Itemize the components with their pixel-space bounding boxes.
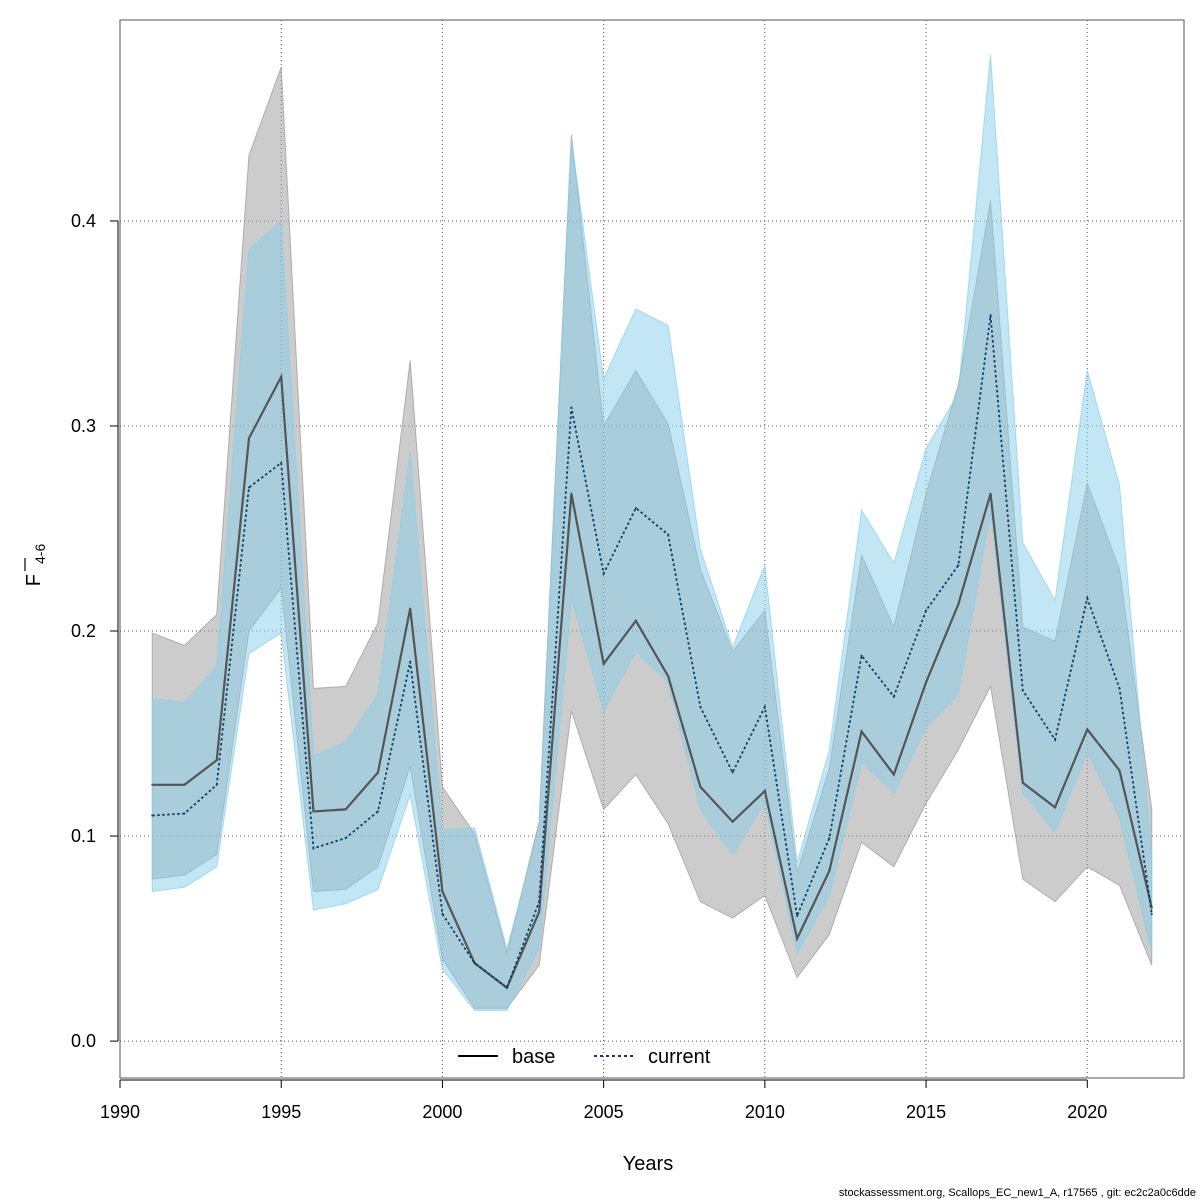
point-base [763,789,766,792]
point-base [280,375,283,378]
point-current [1086,597,1089,600]
x-tick-label: 2010 [745,1102,785,1122]
x-tick-label: 2015 [906,1102,946,1122]
x-tick-label: 2020 [1067,1102,1107,1122]
point-current [538,900,541,903]
point-current [344,837,347,840]
y-tick-label: 0.3 [71,416,96,436]
point-base [441,890,444,893]
point-current [441,912,444,915]
point-base [312,810,315,813]
point-base [957,603,960,606]
point-base [796,937,799,940]
point-base [1118,769,1121,772]
point-current [957,564,960,567]
point-base [1086,728,1089,731]
point-current [505,986,508,989]
y-tick-label: 0.2 [71,621,96,641]
legend: base current [458,1046,711,1068]
x-tick-label: 2005 [584,1102,624,1122]
y-tick-label: 0.0 [71,1031,96,1051]
x-tick-label: 1995 [261,1102,301,1122]
point-current [280,461,283,464]
point-current [699,705,702,708]
point-base [989,492,992,495]
point-base [215,759,218,762]
point-current [376,810,379,813]
y-axis: 0.0 0.1 0.2 0.3 0.4 [71,211,119,1051]
legend-label-base: base [512,1046,555,1068]
point-current [634,506,637,509]
plot-frame [119,19,1185,1079]
point-base [570,492,573,495]
point-base [731,820,734,823]
point-base [538,910,541,913]
point-current [473,962,476,965]
x-axis: 1990 1995 2000 2005 2010 2015 2020 [100,1079,1107,1122]
point-current [860,654,863,657]
point-base [925,681,928,684]
point-current [989,314,992,317]
point-current [828,837,831,840]
legend-label-current: current [648,1046,711,1068]
point-current [215,783,218,786]
series-lines [151,314,1153,990]
footer-text: stockassessment.org, Scallops_EC_new1_A,… [839,1187,1196,1199]
point-base [1021,781,1024,784]
y-axis-title-main: F [23,574,45,586]
point-current [731,771,734,774]
point-base [344,808,347,811]
point-current [892,695,895,698]
point-current [667,533,670,536]
point-current [796,915,799,918]
point-current [151,814,154,817]
y-tick-label: 0.4 [71,211,96,231]
point-base [1150,906,1153,909]
point-base [667,675,670,678]
svg-text:F4-6: F 4-6 [23,544,48,587]
point-base [699,785,702,788]
point-current [925,609,928,612]
point-base [634,619,637,622]
point-base [247,437,250,440]
point-base [860,730,863,733]
point-current [763,705,766,708]
point-current [1150,912,1153,915]
point-current [1054,738,1057,741]
point-base [409,607,412,610]
y-tick-label: 0.1 [71,826,96,846]
point-base [1054,806,1057,809]
y-axis-title-sub: 4-6 [32,544,48,564]
band-current [151,54,1153,1011]
point-base [183,783,186,786]
point-current [409,660,412,663]
point-base [892,773,895,776]
point-base [151,783,154,786]
point-current [312,847,315,850]
point-current [570,406,573,409]
point-base [828,869,831,872]
confidence-bands [151,54,1153,1011]
x-tick-label: 1990 [100,1102,140,1122]
point-current [183,812,186,815]
point-current [602,572,605,575]
point-current [1021,689,1024,692]
point-base [602,662,605,665]
point-current [1118,687,1121,690]
x-axis-title: Years [623,1153,673,1175]
x-tick-label: 2000 [422,1102,462,1122]
y-axis-title: F 4-6 [23,544,48,587]
line-base [152,372,1153,990]
point-current [247,486,250,489]
point-base [376,771,379,774]
